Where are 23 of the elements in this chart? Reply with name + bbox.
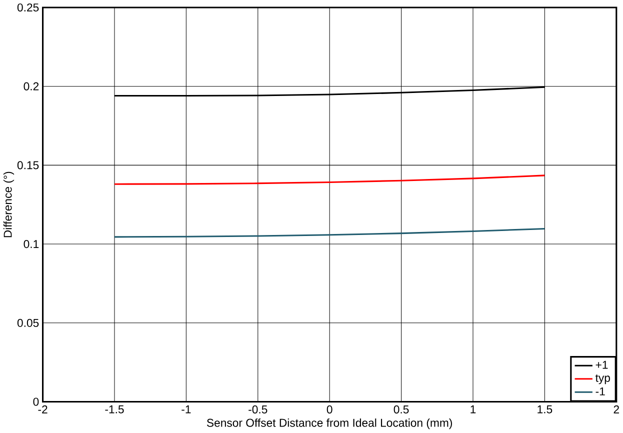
y-tick-label: 0.05 [17,319,39,328]
legend-label: +1 [596,361,608,369]
x-tick-label: -2 [38,406,48,414]
legend-label: -1 [596,388,605,396]
legend-label: typ [595,374,610,384]
x-tick-label: -0.5 [248,406,268,414]
line-series [114,228,546,238]
y-tick-label: 0.2 [24,82,39,91]
x-tick-label: 1 [470,406,476,414]
y-tick-label: 0 [33,398,39,406]
x-axis-title: Sensor Offset Distance from Ideal Location (mm) [206,418,452,430]
x-tick-label: -1.5 [105,406,124,414]
y-tick-label: 0.15 [17,161,39,170]
line-series [114,174,546,186]
x-tick-label: 0.5 [394,406,409,414]
y-tick-label: 0.25 [17,4,39,12]
x-tick-label: 2 [614,406,619,414]
y-tick-label: 0.1 [24,240,39,248]
x-tick-label: -1 [182,406,191,414]
x-tick-label: 0 [326,406,332,414]
y-axis-title: Difference (°) [3,172,14,238]
line-series [114,86,546,97]
x-tick-label: 1.5 [538,406,552,414]
